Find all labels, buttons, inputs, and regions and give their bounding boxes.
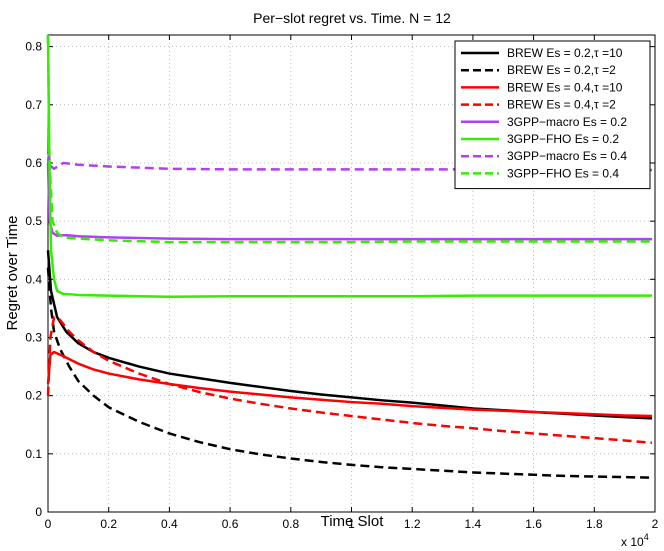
chart-title: Per−slot regret vs. Time. N = 12: [253, 10, 451, 26]
series-line-3: [46, 350, 652, 418]
x-tick-label: 1.6: [525, 517, 542, 531]
x-tick-label: 0.6: [222, 517, 239, 531]
series-line-4: [46, 315, 653, 445]
y-axis-title: Regret over Time: [4, 215, 21, 330]
series-line-1: [46, 250, 653, 420]
y-axis-tick-labels: 0 0.1 0.2 0.3 0.4 0.5 0.6 0.7 0.8: [25, 40, 42, 519]
legend-label: 3GPP−FHO Es = 0.2: [507, 132, 619, 146]
x-multiplier-base: x 10: [621, 535, 644, 549]
x-tick-label: 0: [45, 517, 52, 531]
y-tick-label: 0.4: [25, 272, 42, 286]
y-tick-label: 0.2: [25, 389, 42, 403]
series-line-2: [46, 267, 652, 479]
x-tick-label: 1.4: [465, 517, 482, 531]
y-tick-label: 0: [35, 505, 42, 519]
legend-label: BREW Es = 0.4,τ =2: [507, 98, 616, 112]
x-tick-label: 1: [348, 517, 355, 531]
axis-ticks: [47, 35, 656, 513]
x-tick-label: 1.8: [586, 517, 603, 531]
legend-label: BREW Es = 0.2,τ =10: [507, 46, 623, 60]
x-axis-title: Time Slot: [321, 513, 385, 530]
x-tick-label: 0.2: [100, 517, 117, 531]
x-tick-label: 0.8: [282, 517, 299, 531]
series-line-6: [46, 34, 652, 299]
legend: BREW Es = 0.2,τ =10 BREW Es = 0.2,τ =2 BRE…: [454, 40, 651, 190]
legend-box: [454, 40, 651, 190]
y-tick-label: 0.1: [25, 447, 42, 461]
x-axis-tick-labels: 0 0.2 0.4 0.6 0.8 1 1.2 1.4 1.6 1.8 2: [45, 517, 659, 531]
series-line-5: [46, 162, 652, 241]
y-tick-label: 0.8: [25, 40, 42, 54]
y-tick-label: 0.7: [25, 98, 42, 112]
legend-label: 3GPP−macro Es = 0.4: [507, 149, 627, 163]
x-tick-label: 1.2: [404, 517, 421, 531]
legend-label: 3GPP−FHO Es = 0.4: [507, 166, 619, 180]
legend-label: BREW Es = 0.2,τ =2: [507, 63, 616, 77]
x-tick-label: 2: [652, 517, 659, 531]
y-tick-label: 0.5: [25, 214, 42, 228]
x-tick-label: 0.4: [161, 517, 178, 531]
legend-label: BREW Es = 0.4,τ =10: [507, 80, 623, 94]
x-multiplier-exponent: 4: [644, 532, 649, 542]
legend-label: 3GPP−macro Es = 0.2: [507, 115, 627, 129]
y-tick-label: 0.3: [25, 330, 42, 344]
x-axis-multiplier: x 104: [621, 532, 649, 549]
y-tick-label: 0.6: [25, 156, 42, 170]
series-line-8: [46, 34, 652, 244]
